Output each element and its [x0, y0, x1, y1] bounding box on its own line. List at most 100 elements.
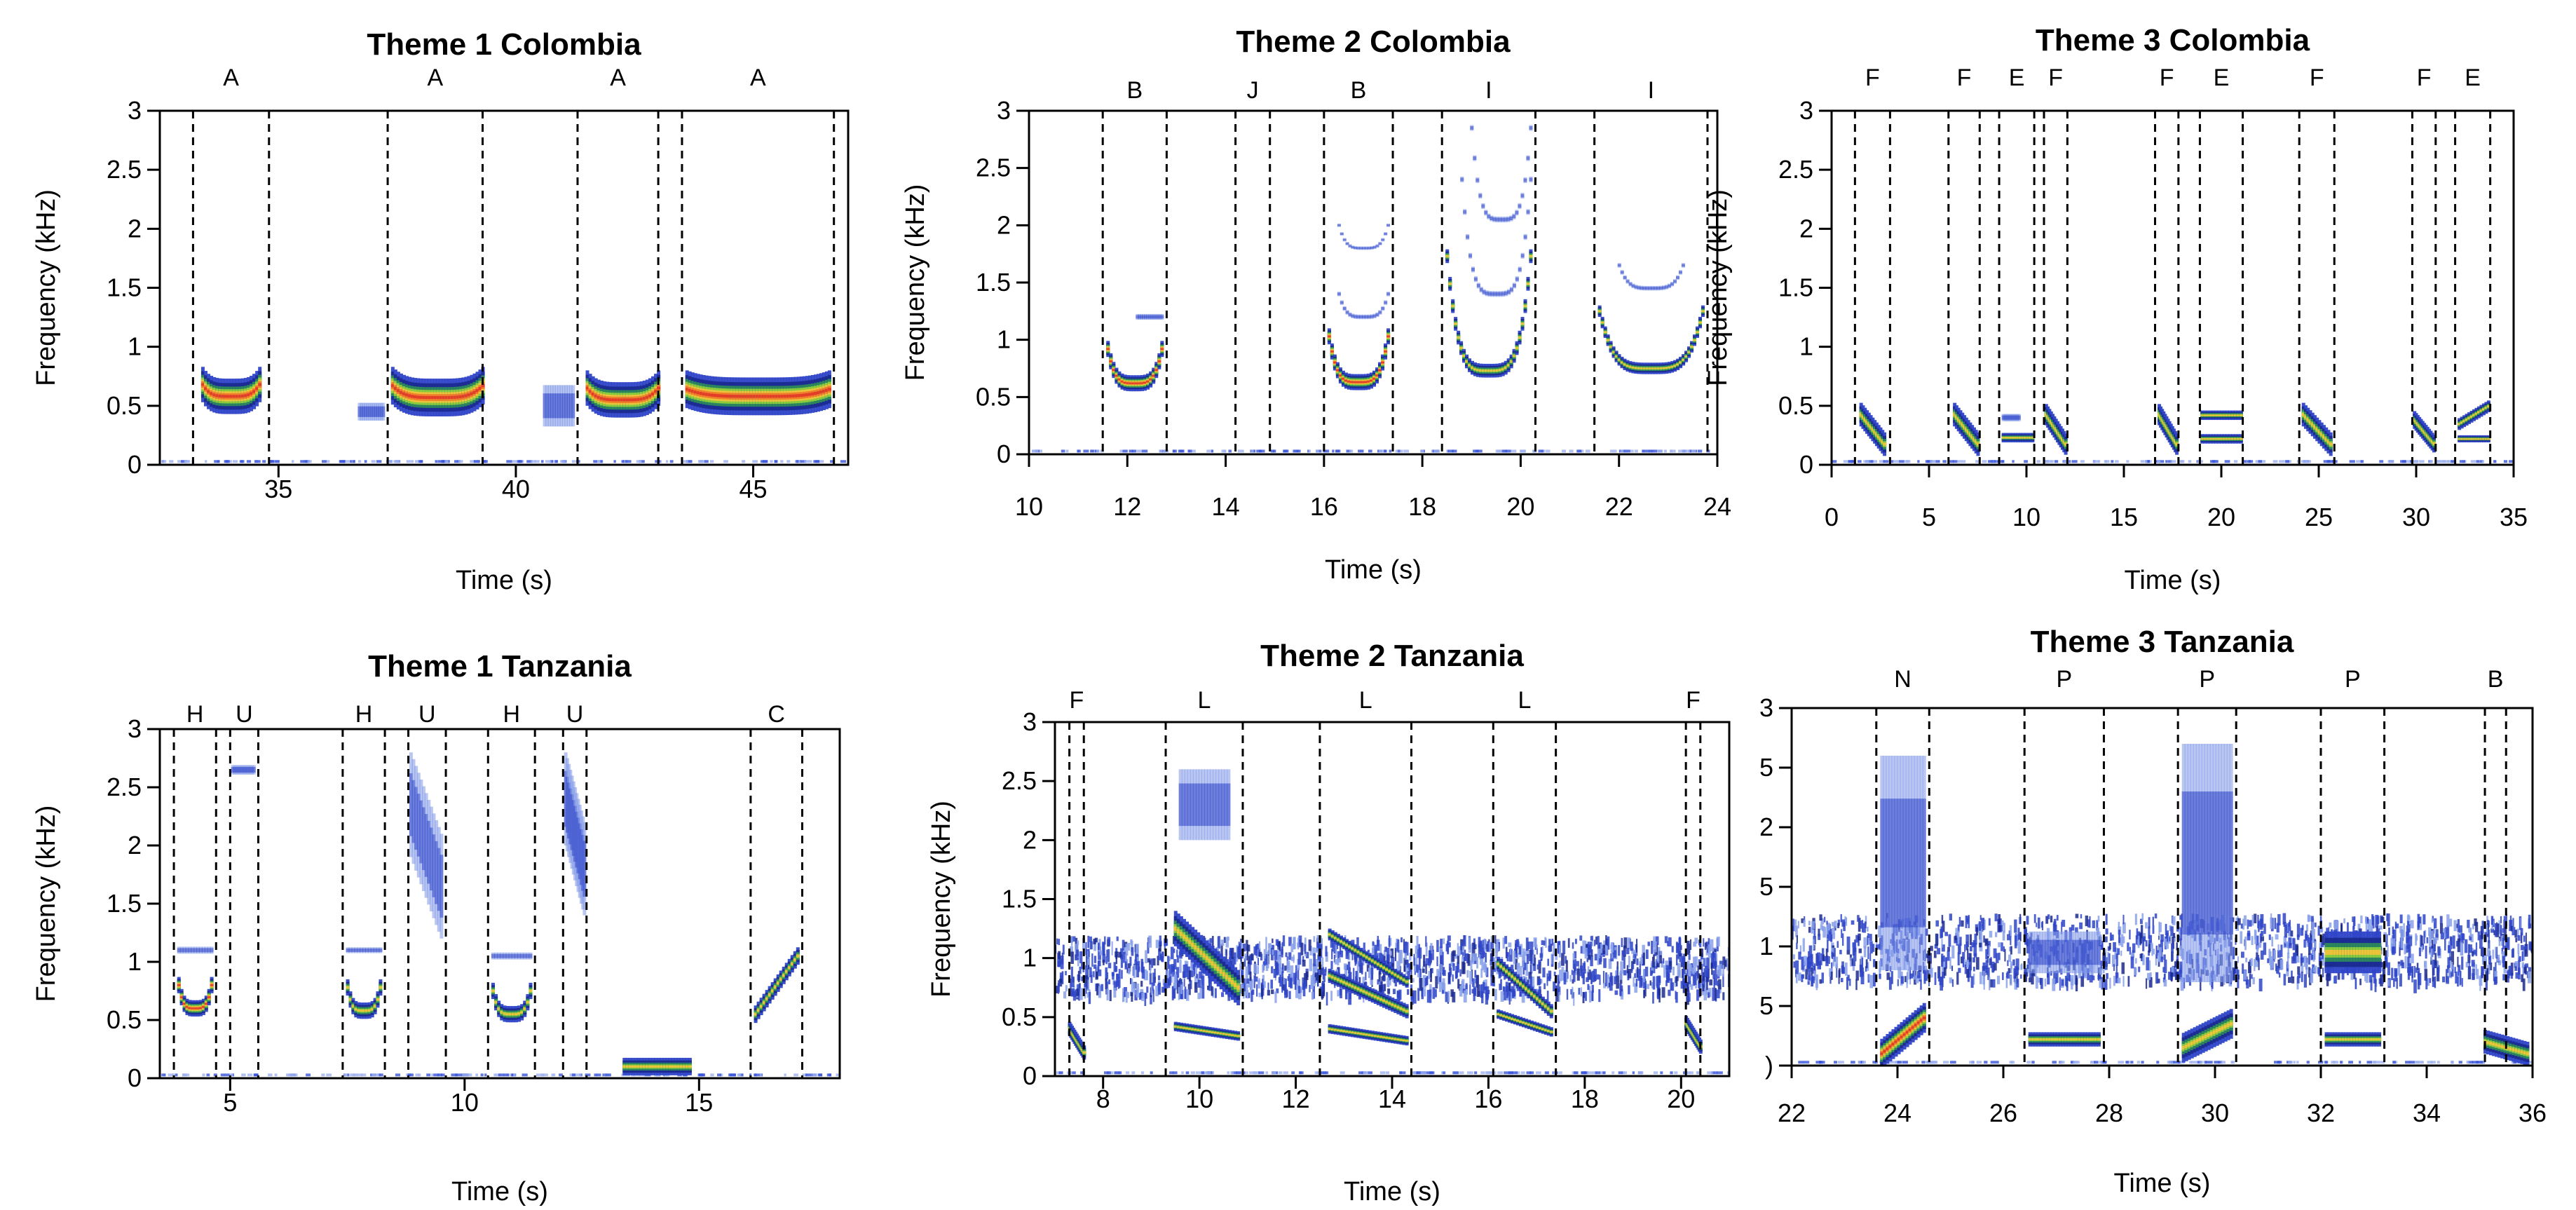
noise-speck — [1186, 1071, 1190, 1074]
noise-band-mark — [2254, 913, 2256, 923]
noise-speck — [2296, 1061, 2298, 1063]
noise-band-mark — [1951, 945, 1954, 958]
noise-speck — [1621, 449, 1623, 452]
noise-speck — [1358, 449, 1361, 452]
noise-band-mark — [1131, 947, 1134, 956]
noise-band-mark — [2274, 918, 2276, 929]
noise-speck — [511, 1073, 514, 1076]
noise-speck — [2073, 1061, 2078, 1063]
noise-speck — [1159, 449, 1162, 452]
noise-band-mark — [1105, 978, 1107, 989]
x-tick-label: 22 — [1778, 1099, 1806, 1127]
noise-speck — [572, 1073, 575, 1076]
noise-band-mark — [1839, 970, 1841, 978]
noise-speck — [2125, 1061, 2129, 1063]
noise-band-mark — [1986, 965, 1988, 972]
noise-band-mark — [2277, 914, 2280, 925]
noise-band-mark — [1626, 948, 1629, 954]
noise-speck — [2207, 1061, 2212, 1063]
noise-band-mark — [1125, 954, 1127, 961]
noise-speck — [1595, 1071, 1601, 1074]
noise-band-mark — [1293, 937, 1295, 949]
x-axis-label: Time (s) — [1325, 555, 1422, 585]
y-tick-label: 1 — [128, 947, 142, 976]
noise-band-mark — [1954, 936, 1956, 941]
noise-band-mark — [1167, 956, 1169, 969]
noise-band-mark — [1316, 962, 1319, 967]
noise-band-mark — [1513, 991, 1515, 996]
noise-band-mark — [2476, 969, 2479, 979]
noise-band-mark — [2151, 943, 2153, 949]
call-energy — [2325, 1032, 2382, 1046]
noise-band-mark — [2313, 967, 2315, 972]
noise-band-mark — [2528, 915, 2531, 929]
noise-band-mark — [2413, 979, 2417, 993]
noise-band-mark — [1809, 946, 1813, 958]
noise-speck — [1417, 1071, 1419, 1074]
noise-band-mark — [2421, 936, 2423, 946]
noise-band-mark — [1867, 927, 1869, 932]
noise-band-mark — [2469, 927, 2472, 937]
noise-band-mark — [2411, 953, 2414, 963]
noise-band-mark — [2460, 942, 2463, 956]
noise-speck — [1141, 449, 1147, 452]
noise-band-mark — [2493, 950, 2494, 960]
noise-band-mark — [1256, 984, 1258, 997]
noise-speck — [1996, 1061, 1999, 1063]
noise-band-mark — [1510, 948, 1511, 955]
noise-band-mark — [1517, 963, 1520, 975]
noise-band-mark — [2461, 956, 2463, 970]
noise-band-mark — [2106, 914, 2108, 925]
noise-band-mark — [1289, 991, 1291, 1000]
noise-speck — [2214, 1061, 2219, 1063]
noise-band-mark — [2391, 968, 2393, 981]
noise-band-mark — [1430, 969, 1431, 978]
noise-band-mark — [1819, 979, 1822, 984]
noise-band-mark — [2241, 923, 2243, 928]
noise-band-mark — [1110, 990, 1112, 1001]
noise-band-mark — [2041, 922, 2043, 927]
noise-speck — [1434, 449, 1440, 452]
noise-band-mark — [2502, 938, 2505, 949]
noise-band-mark — [1073, 991, 1076, 1001]
noise-speck — [2169, 1061, 2173, 1063]
noise-band-mark — [1447, 935, 1451, 941]
noise-band-mark — [1469, 971, 1472, 984]
y-tick-label: 1 — [1799, 332, 1813, 361]
noise-band-mark — [2512, 927, 2515, 935]
noise-band-mark — [2092, 920, 2095, 928]
noise-band-mark — [1703, 938, 1704, 946]
noise-band-mark — [2017, 927, 2019, 939]
noise-band-mark — [2277, 950, 2281, 958]
noise-band-mark — [2129, 930, 2130, 939]
noise-band-mark — [2244, 937, 2247, 950]
noise-band-mark — [1832, 927, 1835, 934]
noise-band-mark — [2504, 916, 2507, 920]
noise-speck — [1804, 1061, 1810, 1063]
noise-band-mark — [2040, 978, 2043, 989]
noise-speck — [161, 1073, 165, 1076]
noise-speck — [1338, 449, 1341, 452]
noise-band-mark — [1142, 967, 1145, 979]
noise-speck — [742, 460, 745, 463]
noise-band-mark — [1866, 959, 1868, 968]
noise-band-mark — [2118, 922, 2120, 931]
noise-band-mark — [2400, 960, 2403, 965]
noise-speck — [1674, 1071, 1677, 1074]
x-axis-label: Time (s) — [2114, 1169, 2211, 1198]
noise-band-mark — [2500, 925, 2502, 936]
noise-speck — [1205, 1071, 1211, 1074]
noise-band-mark — [2158, 953, 2161, 963]
noise-band-mark — [1300, 986, 1302, 993]
x-tick-label: 24 — [1883, 1099, 1911, 1127]
noise-band-mark — [1180, 979, 1183, 985]
noise-band-mark — [1587, 984, 1589, 991]
noise-band-mark — [1719, 964, 1722, 976]
noise-band-mark — [1463, 963, 1466, 974]
noise-band-mark — [1798, 951, 1801, 959]
noise-band-mark — [1603, 971, 1604, 984]
y-tick-label: 1 — [1759, 932, 1773, 960]
noise-band-mark — [1087, 992, 1089, 998]
noise-band-mark — [1425, 936, 1426, 946]
